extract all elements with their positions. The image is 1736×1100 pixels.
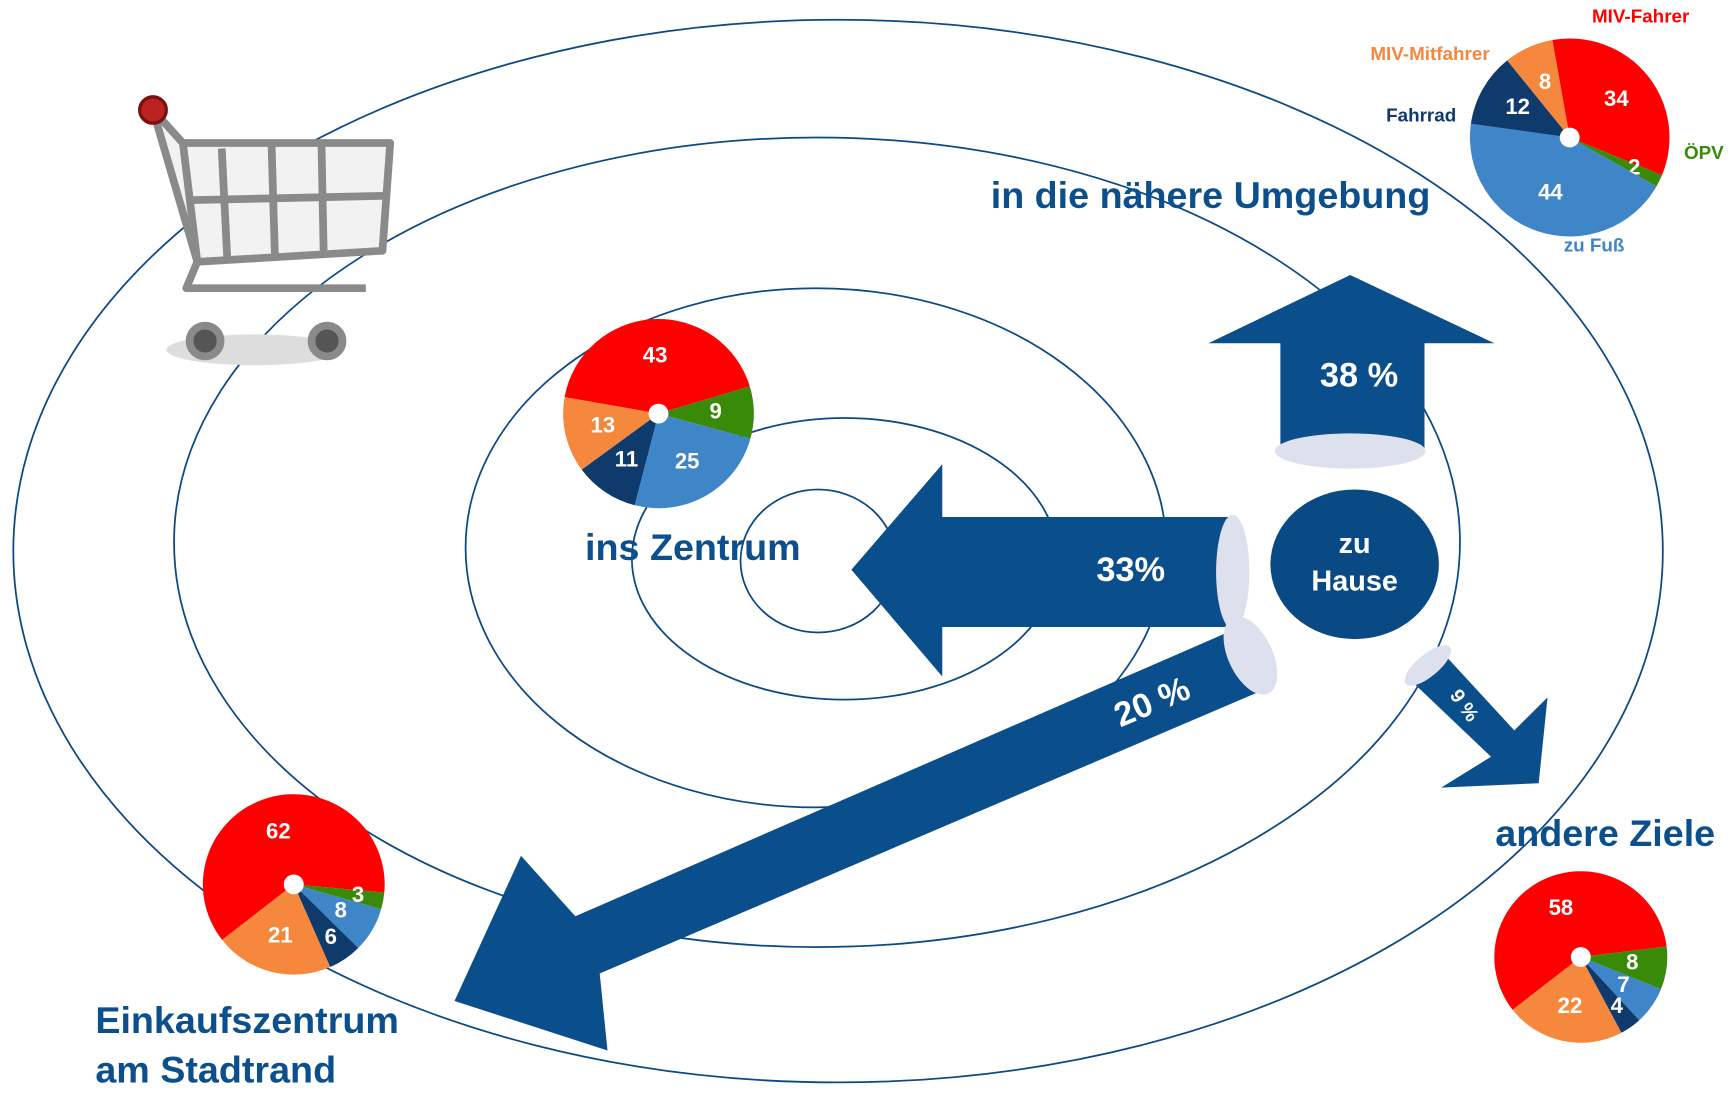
pie-value-label: 9 bbox=[710, 399, 722, 424]
legend-label: MIV-Fahrer bbox=[1592, 6, 1690, 27]
pie-value-label: 8 bbox=[1626, 950, 1638, 975]
pie-value-label: 6 bbox=[325, 924, 337, 949]
pie-slice bbox=[222, 884, 331, 975]
destination-title: andere Ziele bbox=[1495, 812, 1715, 854]
home-node bbox=[1270, 489, 1439, 640]
pie-value-label: 13 bbox=[590, 412, 615, 437]
pie-slice bbox=[1507, 40, 1570, 138]
arrow-up bbox=[1208, 275, 1495, 451]
pie-value-label: 62 bbox=[266, 818, 291, 843]
pie-slice bbox=[1580, 957, 1661, 1021]
pie-value-label: 25 bbox=[675, 449, 700, 474]
destination-title: am Stadtrand bbox=[95, 1049, 336, 1091]
pie-slice bbox=[564, 318, 750, 414]
pie-center bbox=[1559, 127, 1580, 148]
pie-slice bbox=[1569, 137, 1662, 187]
arrow-label: 38 % bbox=[1320, 356, 1398, 394]
home-label: Hause bbox=[1311, 566, 1397, 598]
destination-title: ins Zentrum bbox=[585, 526, 801, 568]
pie-value-label: 8 bbox=[1539, 69, 1551, 94]
pie-slice bbox=[634, 413, 751, 509]
pie-value-label: 58 bbox=[1549, 895, 1574, 920]
pie-slice bbox=[658, 386, 754, 439]
pie-value-label: 21 bbox=[268, 923, 293, 948]
pie-slice bbox=[1580, 946, 1668, 990]
pie-slice bbox=[293, 884, 359, 968]
pie-value-label: 8 bbox=[335, 898, 347, 923]
pie-slice bbox=[1469, 123, 1657, 237]
arrow-cap bbox=[1404, 645, 1452, 686]
pie-value-label: 3 bbox=[352, 882, 364, 907]
pie-slice bbox=[1512, 957, 1622, 1043]
legend-label: MIV-Mitfahrer bbox=[1370, 43, 1490, 64]
pie-center bbox=[648, 403, 669, 424]
destination-title: Einkaufszentrum bbox=[95, 999, 399, 1041]
legend-label: ÖPV bbox=[1684, 142, 1724, 163]
arrow-cap bbox=[1274, 433, 1426, 469]
arrow-cap bbox=[1216, 514, 1250, 630]
ring bbox=[173, 136, 1461, 948]
pie-value-label: 43 bbox=[643, 343, 668, 368]
pie-slice bbox=[1552, 38, 1670, 176]
pie-slice bbox=[293, 884, 385, 910]
pie-value-label: 7 bbox=[1617, 972, 1629, 997]
legend-label: zu Fuß bbox=[1564, 234, 1625, 255]
pie-slice bbox=[293, 884, 382, 948]
pie-slice bbox=[1580, 957, 1640, 1033]
arrow-label: 33% bbox=[1096, 551, 1165, 589]
pie-value-label: 12 bbox=[1505, 94, 1530, 119]
pie-slice bbox=[581, 413, 659, 506]
arrow-down-right bbox=[1410, 653, 1548, 788]
pie-value-label: 34 bbox=[1604, 86, 1629, 111]
pie-center bbox=[283, 874, 304, 895]
pie-slice bbox=[1470, 60, 1570, 138]
pie-slice bbox=[202, 794, 385, 940]
pie-slice bbox=[563, 397, 659, 470]
home-label: zu bbox=[1339, 528, 1371, 560]
ring bbox=[12, 18, 1664, 1084]
legend-label: Fahrrad bbox=[1386, 105, 1456, 126]
destination-title: in die nähere Umgebung bbox=[991, 174, 1431, 216]
pie-value-label: 11 bbox=[615, 447, 638, 472]
pie-slice bbox=[1494, 871, 1667, 1010]
pie-value-label: 44 bbox=[1538, 180, 1563, 205]
arrow-left bbox=[851, 464, 1233, 677]
arrow-down-left bbox=[454, 629, 1262, 1051]
pie-center bbox=[1570, 947, 1591, 967]
cart-icon bbox=[138, 95, 395, 366]
pie-value-label: 22 bbox=[1558, 993, 1583, 1018]
pie-value-label: 4 bbox=[1611, 993, 1624, 1018]
arrow-cap bbox=[1223, 616, 1278, 695]
